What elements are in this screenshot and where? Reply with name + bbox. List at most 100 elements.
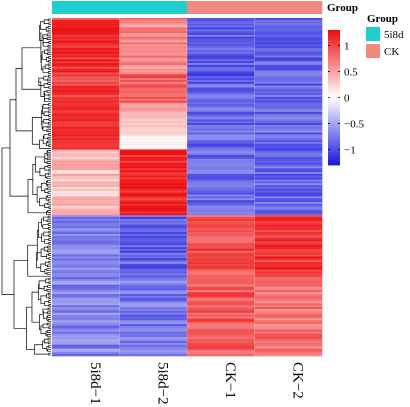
heatmap-cell	[254, 33, 323, 36]
heatmap-cell	[254, 303, 323, 306]
heatmap-cell	[187, 126, 255, 130]
heatmap-cell	[119, 76, 188, 79]
colorbar-tick-label: −1	[344, 144, 356, 156]
heatmap-cell	[187, 51, 255, 54]
heatmap-cell	[52, 147, 120, 150]
dendrogram-branch	[48, 253, 51, 256]
heatmap-cell	[187, 324, 255, 327]
heatmap-cell	[187, 203, 255, 207]
heatmap-cell	[52, 331, 120, 334]
group-legend: Group 5i8d CK	[366, 13, 404, 58]
heatmap-cell	[187, 307, 255, 310]
heatmap-cell	[119, 232, 188, 235]
heatmap-cell	[52, 344, 120, 347]
dendrogram-branch	[39, 32, 42, 63]
heatmap-cell	[52, 102, 120, 105]
dendrogram-branch	[47, 183, 51, 187]
heatmap-cell	[254, 132, 323, 135]
dendrogram-branch	[48, 230, 51, 234]
heatmap-cell	[187, 29, 255, 32]
heatmap-cell	[254, 74, 323, 77]
heatmap-cell	[187, 198, 255, 201]
heatmap-cell	[119, 215, 188, 218]
heatmap-cell	[187, 279, 255, 282]
heatmap-cell	[52, 324, 120, 327]
colorbar-segment	[328, 129, 340, 132]
heatmap-cell	[52, 252, 120, 255]
heatmap-cell	[187, 190, 255, 193]
heatmap-cell	[254, 162, 323, 165]
heatmap-cell	[119, 198, 188, 201]
heatmap-cell	[254, 83, 323, 86]
heatmap-cell	[254, 305, 323, 308]
heatmap-cell	[254, 155, 323, 158]
colorbar-segment	[328, 52, 340, 56]
colorbar-segment	[328, 57, 340, 60]
heatmap-cell	[52, 224, 120, 227]
heatmap-cell	[52, 51, 120, 54]
heatmap-cell	[254, 354, 323, 357]
heatmap-cell	[254, 213, 323, 216]
heatmap-cell	[119, 282, 188, 285]
heatmap-cell	[52, 153, 120, 156]
heatmap-cell	[52, 215, 120, 218]
heatmap-cell	[119, 87, 188, 90]
heatmap-cell	[187, 327, 255, 331]
heatmap-cell	[119, 318, 188, 321]
heatmap-cell	[187, 286, 255, 289]
heatmap-cell	[187, 156, 255, 160]
heatmap-cell	[119, 151, 188, 154]
heatmap-cell	[254, 310, 323, 314]
heatmap-cell	[254, 23, 323, 26]
heatmap-cell	[254, 34, 323, 38]
heatmap-cell	[52, 322, 120, 325]
dendrogram-branch	[47, 210, 51, 213]
heatmap-cell	[119, 185, 188, 188]
colorbar-segment	[328, 95, 340, 98]
heatmap-cell	[119, 267, 188, 270]
heatmap-cell	[119, 192, 188, 195]
heatmap-cell	[119, 78, 188, 81]
heatmap-cell	[254, 81, 323, 85]
heatmap-cell	[52, 136, 120, 139]
heatmap-cell	[119, 294, 188, 297]
colorbar-segment	[328, 99, 340, 103]
heatmap-cell	[254, 85, 323, 88]
dendrogram-branch	[44, 301, 49, 306]
heatmap-cell	[254, 91, 323, 94]
dendrogram-branch	[47, 311, 51, 315]
heatmap-cell	[254, 198, 323, 201]
heatmap-cell	[119, 168, 188, 171]
heatmap-cell	[52, 222, 120, 225]
heatmap-cell	[254, 156, 323, 160]
heatmap-cell	[254, 25, 323, 28]
heatmap-cell	[52, 288, 120, 291]
heatmap-cell	[187, 19, 255, 23]
heatmap-cell	[52, 100, 120, 103]
heatmap-cell	[187, 44, 255, 47]
heatmap-cell	[254, 309, 323, 312]
colorbar-segment	[328, 30, 340, 33]
colorbar-segment	[328, 160, 340, 164]
heatmap-cell	[119, 31, 188, 34]
heatmap-cell	[254, 125, 323, 128]
heatmap-cell	[187, 211, 255, 214]
heatmap-cell	[119, 213, 188, 216]
colorbar-segment	[328, 122, 340, 125]
heatmap-cell	[254, 68, 323, 71]
heatmap-cell	[254, 269, 323, 272]
dendrogram-branch	[45, 278, 49, 284]
heatmap-cell	[187, 18, 255, 21]
heatmap-cell	[254, 327, 323, 331]
annotation-cell	[254, 1, 323, 14]
heatmap-cell	[254, 19, 323, 23]
heatmap-cell	[254, 254, 323, 257]
heatmap-cell	[254, 192, 323, 195]
dendrogram-branch	[39, 167, 46, 177]
dendrogram-branch	[48, 133, 51, 136]
heatmap-cell	[52, 70, 120, 73]
heatmap-cell	[187, 104, 255, 107]
heatmap-cell	[187, 350, 255, 353]
heatmap-cell	[52, 279, 120, 282]
dendrogram-branch	[44, 98, 51, 102]
